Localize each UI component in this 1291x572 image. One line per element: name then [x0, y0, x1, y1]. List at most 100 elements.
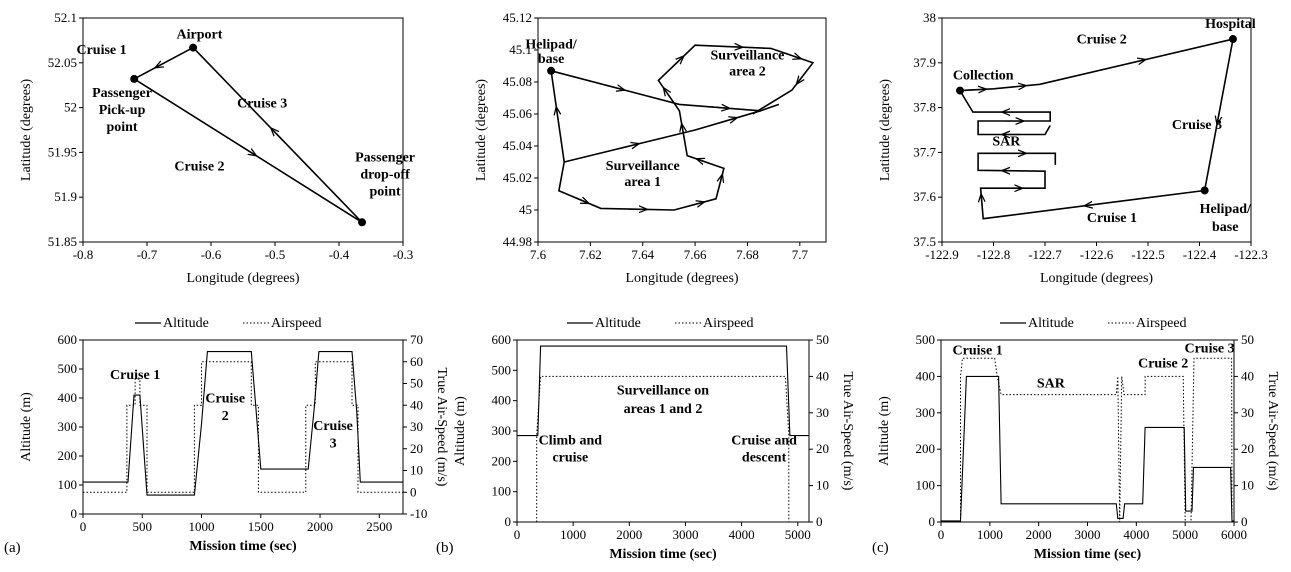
waypoint-marker	[189, 43, 198, 52]
direction-arrow	[664, 88, 675, 104]
annotation-label: Cruise 3	[1184, 342, 1234, 357]
direction-arrow	[783, 52, 800, 59]
y-tick-label: 45.02	[503, 170, 532, 185]
annotation-label: areas 1 and 2	[624, 402, 703, 417]
annotation-label: base	[538, 52, 564, 67]
x-tick-label: 7.7	[792, 247, 809, 262]
annotation-label: point	[370, 184, 401, 199]
y2-tick-label: 40	[1241, 368, 1254, 383]
x-tick-label: 7.64	[631, 247, 654, 262]
y-tick-label: 45.12	[503, 10, 532, 25]
direction-arrow	[271, 128, 285, 142]
annotation-label: point	[106, 120, 137, 135]
y-tick-label: 400	[492, 393, 512, 408]
x-tick-label: 1500	[248, 519, 274, 534]
annotation-label: Hospital	[1205, 17, 1256, 32]
y-tick-label: 45.04	[503, 138, 533, 153]
x-tick-label: 4000	[729, 527, 755, 542]
annotation-label: Cruise 1	[953, 344, 1003, 359]
x-tick-label: 2000	[616, 527, 642, 542]
x-tick-label: 2000	[1026, 527, 1052, 542]
legend-label-altitude: Altitude	[595, 316, 641, 331]
x-tick-label: 3000	[672, 527, 698, 542]
annotation-label: drop-off	[360, 167, 410, 182]
direction-arrow	[797, 68, 809, 83]
annotation-label: Cruise 2	[1138, 356, 1188, 371]
y-tick-label: 500	[916, 332, 936, 347]
y-axis-label: Latitude (degrees)	[878, 79, 893, 182]
direction-arrow	[686, 202, 703, 207]
panel-label-a: (a)	[4, 540, 21, 556]
plot-frame	[82, 339, 404, 515]
y2-tick-label: 0	[410, 484, 417, 499]
annotation-label: Helipad/	[1200, 202, 1252, 217]
chart-b-profile: 0 1000 2000 3000 4000 50000100200300400500600…	[453, 316, 855, 562]
y-tick-label: 45	[519, 202, 532, 217]
x-tick-label: 2000	[307, 519, 333, 534]
chart-c-map: -122.9 -122.8 -122.7 -122.6 -122.5 -122.4 -122…	[878, 10, 1268, 286]
series-line	[959, 38, 1235, 191]
annotation-label: Cruise	[205, 391, 245, 406]
x-tick-label: 1000	[977, 527, 1003, 542]
chart-c-profile: 0 1000 2000 3000 4000 5000 6000010020030040050…	[877, 316, 1280, 562]
series-line	[977, 152, 1205, 220]
annotation-label: Surveillance on	[617, 384, 709, 399]
direction-arrow	[967, 89, 986, 90]
y-tick-label: 52.05	[48, 55, 77, 70]
annotation-label: cruise	[552, 450, 588, 465]
y-tick-label: 52.1	[54, 10, 77, 25]
y-tick-label: 500	[492, 362, 512, 377]
y2-tick-label: -10	[410, 506, 427, 521]
y-axis-label: Altitude (m)	[19, 392, 34, 462]
y2-tick-label: 50	[816, 332, 829, 347]
series-line	[941, 375, 1234, 522]
waypoint-marker	[1228, 35, 1237, 44]
legend-label-airspeed: Airspeed	[703, 316, 754, 331]
annotation-label: Passenger	[92, 86, 152, 101]
y2-tick-label: 60	[410, 354, 423, 369]
y-tick-label: 0	[929, 514, 936, 529]
annotation-label: base	[1212, 220, 1238, 235]
x-tick-label: -122.8	[977, 247, 1011, 262]
y2-tick-label: 30	[816, 405, 829, 420]
series-line	[536, 375, 790, 522]
x-tick-label: 1000	[189, 519, 215, 534]
y-tick-label: 400	[916, 368, 936, 383]
annotation-label: Cruise and	[731, 434, 797, 449]
y-tick-label: 37.9	[913, 55, 936, 70]
direction-arrow	[1127, 60, 1146, 64]
x-axis-label: Longitude (degrees)	[625, 271, 738, 286]
y-tick-label: 0	[71, 506, 78, 521]
direction-arrow	[620, 144, 638, 148]
y-tick-label: 45.06	[503, 106, 533, 121]
chart-a-map: -0.8 -0.7 -0.6 -0.5 -0.4 -0.3 51.85 51.9 51.95 52…	[19, 10, 415, 286]
x-tick-label: 0	[80, 519, 87, 534]
direction-arrow	[1007, 86, 1026, 88]
x-tick-label: -122.3	[1234, 247, 1268, 262]
annotation-label: descent	[742, 450, 787, 465]
waypoint-marker	[956, 86, 965, 95]
y-tick-label: 300	[916, 405, 936, 420]
direction-arrow	[156, 58, 172, 67]
x-tick-label: 5000	[1172, 527, 1198, 542]
legend-label-airspeed: Airspeed	[1136, 316, 1187, 331]
x-axis-label: Mission time (sec)	[1034, 547, 1142, 562]
y2-tick-label: 50	[1241, 332, 1254, 347]
y-axis-label: Altitude (m)	[453, 396, 468, 466]
direction-arrow	[719, 118, 736, 123]
y-tick-label: 300	[492, 423, 512, 438]
y-tick-label: 51.95	[48, 144, 77, 159]
series-line	[517, 345, 809, 437]
direction-arrow	[981, 195, 983, 213]
series-line	[83, 351, 403, 496]
annotation-label: Helipad/	[525, 37, 577, 52]
annotation-label: Cruise 2	[174, 159, 224, 174]
y2-tick-label: 20	[816, 441, 829, 456]
direction-arrow	[724, 46, 742, 47]
y-tick-label: 37.8	[913, 100, 936, 115]
y-tick-label: 200	[492, 453, 512, 468]
y-tick-label: 200	[916, 441, 936, 456]
x-axis-label: Longitude (degrees)	[186, 271, 299, 286]
series-line	[132, 46, 363, 223]
